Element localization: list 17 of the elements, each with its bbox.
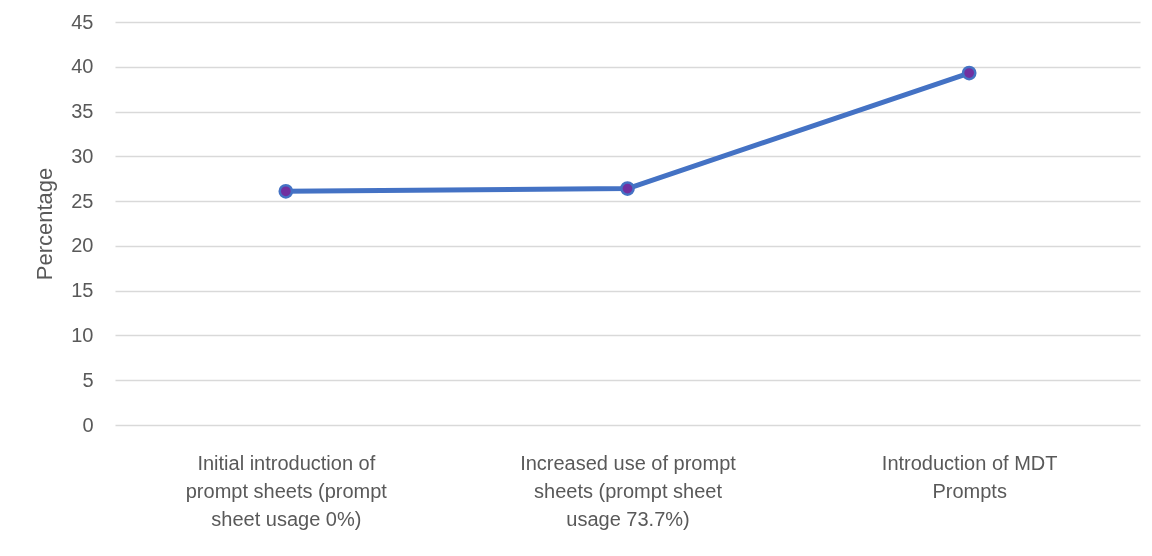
y-tick-label: 0 bbox=[82, 413, 94, 436]
y-axis-title: Percentage bbox=[32, 167, 58, 281]
point bbox=[961, 65, 977, 81]
y-tick-label: 30 bbox=[71, 144, 94, 167]
y-tick-label: 20 bbox=[71, 234, 94, 257]
y-tick-label: 10 bbox=[71, 323, 94, 346]
y-tick-label: 35 bbox=[71, 100, 94, 123]
x-tick-label: Introduction of MDT Prompts bbox=[881, 451, 1058, 502]
y-tick-label: 5 bbox=[82, 368, 94, 391]
y-tick-label: 40 bbox=[71, 55, 94, 78]
point bbox=[620, 181, 635, 196]
x-tick-label: Initial introduction of prompt sheets (prompt sheet usage 0%) bbox=[185, 451, 388, 530]
y-tick-label: 15 bbox=[71, 279, 94, 302]
y-tick-label: 45 bbox=[71, 10, 94, 33]
point bbox=[278, 183, 294, 199]
x-tick-label: Increased use of prompt sheets (prompt sheet usage 73.7%) bbox=[520, 451, 737, 530]
y-tick-label: 25 bbox=[71, 189, 94, 212]
